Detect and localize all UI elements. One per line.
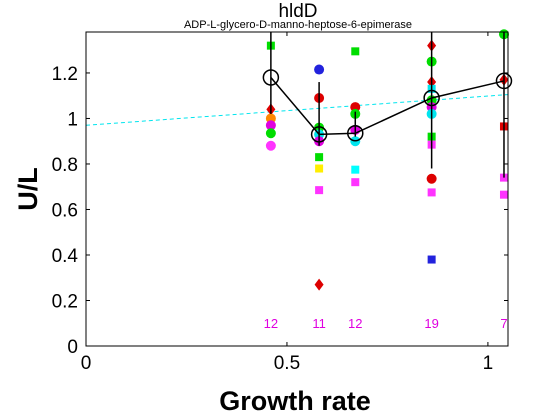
x-tick-label: 1	[483, 353, 494, 374]
y-tick-label: 1.2	[52, 64, 78, 85]
mean-marker	[262, 69, 280, 86]
y-axis-ticks: 0 0.2 0.4 0.6 0.8 1 1.2	[52, 64, 508, 358]
data-point-diamond	[314, 278, 324, 291]
data-point-square	[315, 186, 324, 195]
y-tick-label: 1	[67, 109, 78, 130]
data-point-circle	[265, 140, 276, 151]
count-label: 12	[264, 316, 278, 331]
x-axis-label: Growth rate	[219, 386, 371, 416]
fit-line-layer	[85, 94, 509, 126]
count-labels-layer: 12 11 12 19 7	[264, 316, 508, 331]
data-point-square	[351, 47, 360, 56]
plot-frame	[85, 31, 509, 347]
fit-line	[85, 94, 509, 126]
data-point-square	[427, 255, 436, 264]
x-tick-label: 0.5	[274, 353, 300, 374]
count-label: 11	[312, 316, 326, 331]
y-tick-label: 0	[67, 337, 78, 358]
data-point-square	[499, 190, 508, 199]
data-point-circle	[265, 128, 276, 139]
count-label: 19	[424, 316, 438, 331]
y-tick-label: 0.8	[52, 155, 78, 176]
data-point-circle	[426, 173, 437, 184]
mean-marker	[310, 126, 328, 143]
data-point-circle	[314, 64, 325, 75]
y-axis-label: U/L	[13, 167, 43, 211]
mean-line	[270, 77, 505, 136]
mean-marker	[423, 89, 440, 107]
data-point-circle	[265, 120, 276, 131]
mean-marker	[495, 72, 513, 90]
data-point-square	[351, 165, 360, 174]
y-tick-label: 0.4	[52, 246, 79, 267]
data-point-square	[427, 188, 436, 197]
y-tick-label: 0.6	[52, 200, 78, 221]
chart-title: hldD	[278, 1, 317, 22]
mean-marker	[347, 125, 364, 142]
x-tick-label: 0	[81, 353, 92, 374]
data-point-square	[315, 164, 324, 173]
data-point-square	[315, 153, 324, 162]
data-point-square	[351, 178, 360, 187]
x-axis-ticks: 0 0.5 1	[81, 32, 493, 374]
mean-series-layer	[262, 32, 513, 178]
data-points-layer	[265, 29, 509, 291]
y-tick-label: 0.2	[52, 291, 78, 312]
count-label: 12	[348, 316, 362, 331]
count-label: 7	[500, 316, 507, 331]
chart-subtitle: ADP-L-glycero-D-manno-heptose-6-epimeras…	[184, 19, 412, 31]
